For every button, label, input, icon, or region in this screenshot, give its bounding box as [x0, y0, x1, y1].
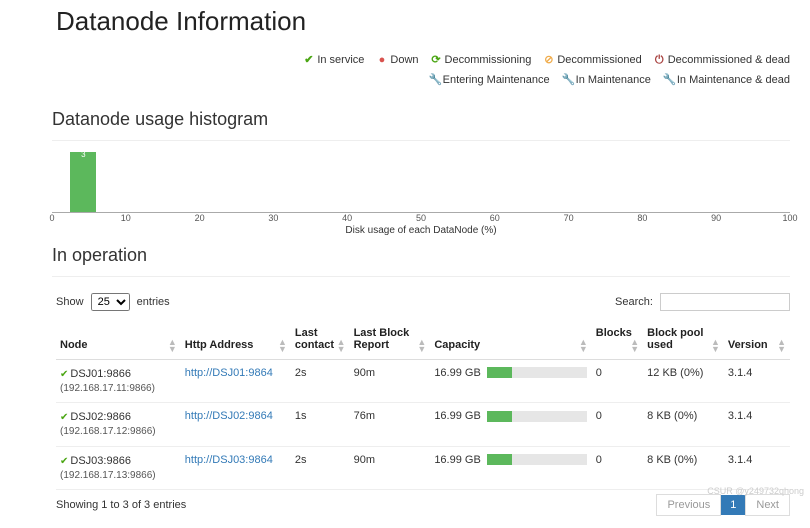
col-last-block-report[interactable]: Last Block Report▲▼	[350, 321, 431, 360]
histogram-heading: Datanode usage histogram	[52, 109, 790, 130]
search-input[interactable]	[660, 293, 790, 311]
report-cell: 76m	[350, 403, 431, 447]
pool-cell: 8 KB (0%)	[643, 403, 724, 447]
http-link[interactable]: http://DSJ03:9864	[185, 454, 273, 466]
capacity-cell: 16.99 GB	[430, 403, 591, 447]
x-tick: 20	[195, 213, 205, 223]
x-tick: 40	[342, 213, 352, 223]
x-tick: 10	[121, 213, 131, 223]
legend-item: ⏻Decommissioned & dead	[654, 51, 790, 71]
version-cell: 3.1.4	[724, 403, 790, 447]
x-tick: 80	[637, 213, 647, 223]
col-node[interactable]: Node▲▼	[56, 321, 181, 360]
operation-heading: In operation	[52, 245, 790, 266]
legend-item: ⟳Decommissioning	[431, 51, 532, 71]
bar-value: 3	[70, 150, 96, 159]
pagination: Previous 1 Next	[656, 494, 790, 516]
search-label: Search:	[615, 296, 653, 308]
x-tick: 30	[268, 213, 278, 223]
node-cell: ✔DSJ02:9866(192.168.17.12:9866)	[56, 403, 181, 447]
x-tick: 90	[711, 213, 721, 223]
x-tick: 60	[490, 213, 500, 223]
entries-select[interactable]: 25	[91, 293, 130, 311]
blocks-cell: 0	[592, 446, 643, 490]
table-row: ✔DSJ02:9866(192.168.17.12:9866) http://DS…	[56, 403, 790, 447]
entering-maintenance-icon: 🔧	[429, 71, 440, 91]
table-row: ✔DSJ03:9866(192.168.17.13:9866) http://DS…	[56, 446, 790, 490]
capacity-cell: 16.99 GB	[430, 359, 591, 403]
check-icon: ✔	[60, 456, 68, 467]
in-service-icon: ✔	[303, 51, 314, 71]
http-link[interactable]: http://DSJ01:9864	[185, 367, 273, 379]
prev-button[interactable]: Previous	[656, 494, 721, 516]
node-cell: ✔DSJ01:9866(192.168.17.11:9866)	[56, 359, 181, 403]
x-axis-label: Disk usage of each DataNode (%)	[52, 225, 790, 236]
decommissioned-dead-icon: ⏻	[654, 51, 665, 71]
show-label: Show	[56, 296, 84, 308]
report-cell: 90m	[350, 446, 431, 490]
watermark: CSUR @y249732qhong	[707, 486, 804, 496]
contact-cell: 2s	[291, 359, 350, 403]
report-cell: 90m	[350, 359, 431, 403]
version-cell: 3.1.4	[724, 359, 790, 403]
legend-item: ●Down	[376, 51, 418, 71]
table-row: ✔DSJ01:9866(192.168.17.11:9866) http://DS…	[56, 359, 790, 403]
page-title: Datanode Information	[56, 0, 790, 37]
blocks-cell: 0	[592, 359, 643, 403]
page-1[interactable]: 1	[721, 495, 745, 515]
search-control: Search:	[615, 293, 790, 311]
entries-label: entries	[137, 296, 170, 308]
decommissioning-icon: ⟳	[431, 51, 442, 71]
http-cell: http://DSJ01:9864	[181, 359, 291, 403]
col-capacity[interactable]: Capacity▲▼	[430, 321, 591, 360]
http-cell: http://DSJ02:9864	[181, 403, 291, 447]
table-info: Showing 1 to 3 of 3 entries	[56, 499, 186, 511]
col-blocks[interactable]: Blocks▲▼	[592, 321, 643, 360]
col-version[interactable]: Version▲▼	[724, 321, 790, 360]
x-tick: 100	[782, 213, 797, 223]
x-tick: 50	[416, 213, 426, 223]
check-icon: ✔	[60, 412, 68, 423]
capacity-bar	[487, 367, 587, 378]
legend-item: 🔧In Maintenance	[562, 71, 651, 91]
contact-cell: 2s	[291, 446, 350, 490]
decommissioned-icon: ⊘	[543, 51, 554, 71]
node-cell: ✔DSJ03:9866(192.168.17.13:9866)	[56, 446, 181, 490]
usage-histogram: 3 1009080706050403020100 Disk usage of e…	[52, 151, 790, 231]
http-cell: http://DSJ03:9864	[181, 446, 291, 490]
histogram-bar: 3	[70, 152, 96, 212]
col-block-pool-used[interactable]: Block pool used▲▼	[643, 321, 724, 360]
legend-item: 🔧In Maintenance & dead	[663, 71, 790, 91]
in-maintenance-dead-icon: 🔧	[663, 71, 674, 91]
status-legend: ✔In service ●Down ⟳Decommissioning ⊘Decommi…	[56, 51, 790, 91]
capacity-cell: 16.99 GB	[430, 446, 591, 490]
entries-control: Show 25 entries	[56, 293, 170, 311]
in-maintenance-icon: 🔧	[562, 71, 573, 91]
capacity-bar	[487, 411, 587, 422]
divider	[52, 140, 790, 141]
legend-item: ✔In service	[303, 51, 364, 71]
http-link[interactable]: http://DSJ02:9864	[185, 410, 273, 422]
datanodes-table: Node▲▼Http Address▲▼Last contact▲▼Last B…	[56, 321, 790, 491]
next-button[interactable]: Next	[745, 494, 790, 516]
legend-item: 🔧Entering Maintenance	[429, 71, 550, 91]
pool-cell: 8 KB (0%)	[643, 446, 724, 490]
blocks-cell: 0	[592, 403, 643, 447]
capacity-bar	[487, 454, 587, 465]
version-cell: 3.1.4	[724, 446, 790, 490]
down-icon: ●	[376, 51, 387, 71]
check-icon: ✔	[60, 369, 68, 380]
x-tick: 0	[49, 213, 54, 223]
x-tick: 70	[564, 213, 574, 223]
col-http-address[interactable]: Http Address▲▼	[181, 321, 291, 360]
divider	[52, 276, 790, 277]
legend-item: ⊘Decommissioned	[543, 51, 641, 71]
contact-cell: 1s	[291, 403, 350, 447]
pool-cell: 12 KB (0%)	[643, 359, 724, 403]
col-last-contact[interactable]: Last contact▲▼	[291, 321, 350, 360]
